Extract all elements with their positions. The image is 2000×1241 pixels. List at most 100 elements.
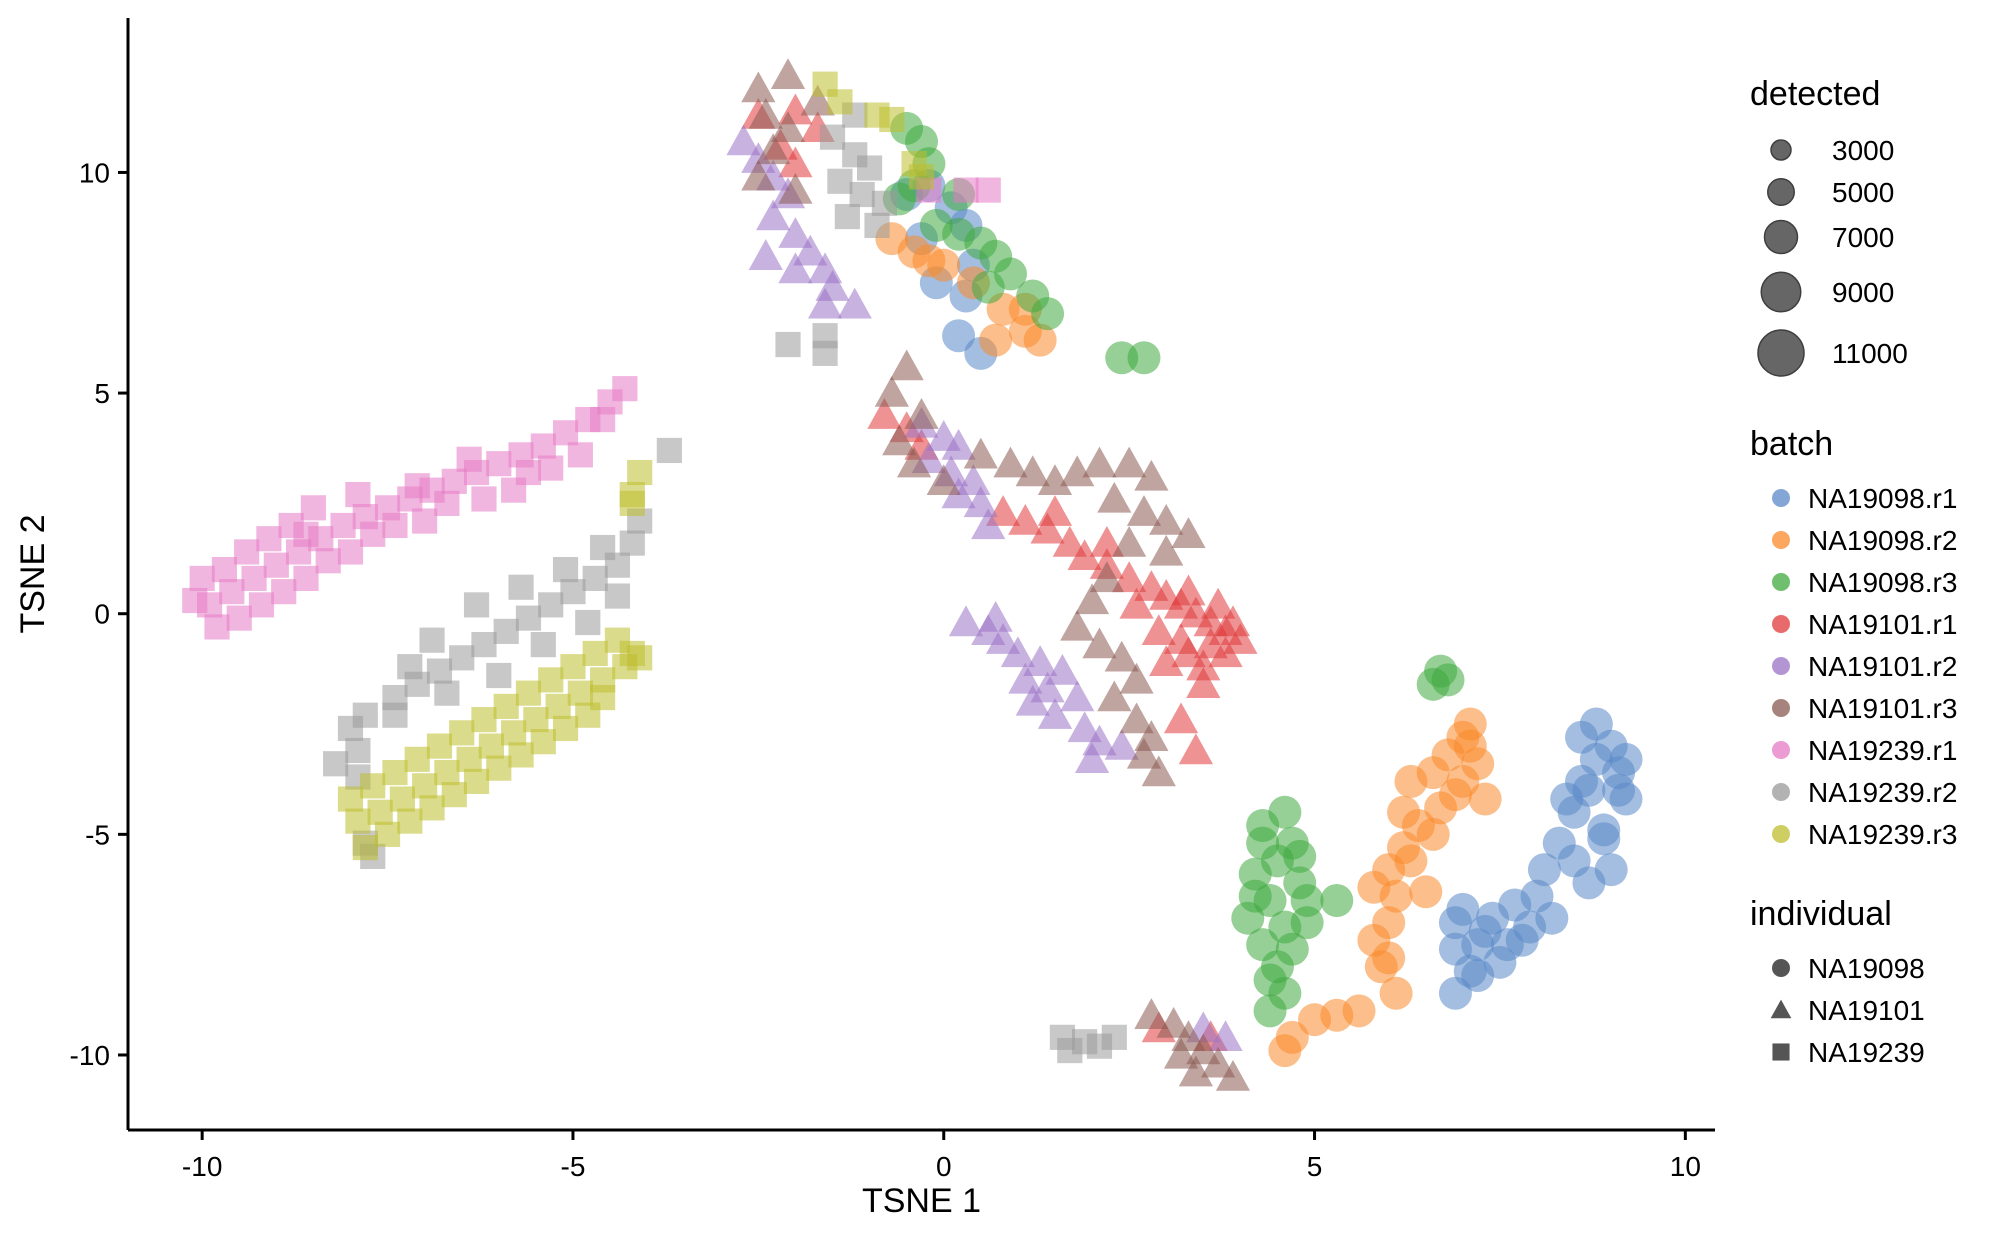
data-point bbox=[1238, 879, 1272, 913]
x-tick-label: 0 bbox=[936, 1151, 952, 1182]
data-point bbox=[1052, 526, 1087, 557]
data-point bbox=[434, 490, 460, 516]
shape-legend-key bbox=[1772, 959, 1790, 977]
data-point bbox=[871, 190, 898, 216]
data-point bbox=[256, 526, 282, 552]
data-point bbox=[1074, 583, 1110, 615]
data-point bbox=[775, 331, 801, 358]
data-point bbox=[908, 164, 935, 190]
size-legend-key bbox=[1757, 329, 1805, 377]
data-point bbox=[837, 287, 872, 319]
data-point bbox=[1023, 323, 1057, 357]
size-legend-key bbox=[1767, 178, 1795, 206]
data-point bbox=[582, 565, 608, 592]
data-point bbox=[627, 459, 653, 486]
data-point bbox=[323, 751, 349, 777]
data-point bbox=[345, 808, 371, 834]
data-point bbox=[879, 106, 905, 133]
data-point bbox=[1089, 561, 1125, 593]
data-point bbox=[741, 142, 776, 173]
batch-legend-label: NA19098.r2 bbox=[1808, 525, 1957, 556]
data-point bbox=[1178, 733, 1213, 765]
data-point bbox=[1372, 941, 1406, 975]
y-tick-label: -10 bbox=[70, 1040, 110, 1071]
data-point bbox=[1023, 645, 1058, 676]
data-point bbox=[1119, 662, 1154, 694]
data-point bbox=[864, 212, 890, 238]
data-point bbox=[904, 398, 939, 429]
data-point bbox=[1253, 963, 1287, 997]
shape-legend-label: NA19101 bbox=[1808, 995, 1925, 1026]
data-point bbox=[1579, 707, 1613, 741]
data-point bbox=[926, 464, 961, 496]
x-tick-label: 10 bbox=[1670, 1151, 1701, 1182]
data-point bbox=[770, 111, 806, 143]
data-point bbox=[426, 658, 453, 684]
data-point bbox=[560, 654, 586, 680]
data-point bbox=[1320, 884, 1354, 918]
data-point bbox=[807, 287, 843, 319]
data-point bbox=[1290, 906, 1324, 940]
x-ticks: -10 -5 0 5 10 bbox=[182, 1130, 1701, 1182]
data-point bbox=[441, 468, 467, 494]
data-point bbox=[471, 632, 497, 658]
data-point bbox=[1037, 698, 1073, 729]
size-legend-label: 11000 bbox=[1832, 338, 1908, 369]
data-point bbox=[486, 662, 512, 689]
data-point bbox=[515, 459, 542, 486]
data-point bbox=[1112, 446, 1147, 478]
data-point bbox=[449, 720, 475, 746]
data-point bbox=[874, 375, 909, 407]
data-point bbox=[1008, 662, 1043, 694]
data-point bbox=[1163, 623, 1199, 654]
batch-legend-items: NA19098.r1 NA19098.r2 NA19098.r3 NA19101.r1… bbox=[1772, 483, 1957, 850]
data-point bbox=[1409, 875, 1443, 909]
data-point bbox=[1208, 1020, 1243, 1052]
data-point bbox=[419, 627, 445, 653]
data-point bbox=[515, 680, 542, 706]
data-point bbox=[1178, 1055, 1213, 1087]
data-point bbox=[619, 490, 645, 516]
data-point bbox=[1602, 773, 1636, 807]
data-point bbox=[1163, 1037, 1199, 1069]
data-point bbox=[1424, 791, 1458, 825]
data-point bbox=[374, 821, 401, 847]
data-point bbox=[219, 579, 245, 605]
data-point bbox=[360, 773, 386, 799]
data-point bbox=[552, 420, 579, 446]
data-point bbox=[1283, 839, 1317, 873]
data-point bbox=[748, 239, 783, 270]
data-point bbox=[1468, 782, 1502, 816]
data-point bbox=[530, 729, 556, 755]
data-point bbox=[1101, 1024, 1127, 1050]
legend-title-detected: detected bbox=[1750, 75, 1880, 113]
data-point bbox=[493, 618, 519, 644]
data-point bbox=[756, 199, 791, 231]
data-point bbox=[404, 746, 430, 772]
data-point bbox=[263, 552, 289, 578]
data-point bbox=[1030, 671, 1065, 703]
data-point bbox=[1557, 844, 1591, 878]
data-point bbox=[1171, 574, 1206, 606]
data-point bbox=[456, 446, 482, 472]
data-point bbox=[1572, 773, 1606, 807]
data-point bbox=[508, 742, 534, 768]
data-point bbox=[778, 252, 813, 284]
data-point bbox=[1141, 755, 1176, 787]
data-point bbox=[575, 609, 601, 636]
data-point bbox=[1060, 609, 1095, 641]
size-legend-label: 9000 bbox=[1832, 277, 1894, 308]
data-point bbox=[582, 640, 608, 667]
data-point bbox=[778, 172, 813, 204]
data-point bbox=[827, 89, 853, 115]
data-point bbox=[741, 71, 776, 103]
data-point bbox=[1490, 928, 1524, 962]
data-point bbox=[1097, 481, 1132, 513]
data-point bbox=[1379, 976, 1413, 1010]
data-point bbox=[953, 177, 979, 203]
data-point bbox=[189, 565, 215, 592]
shape-legend-label: NA19239 bbox=[1808, 1037, 1925, 1068]
data-point bbox=[449, 645, 475, 671]
